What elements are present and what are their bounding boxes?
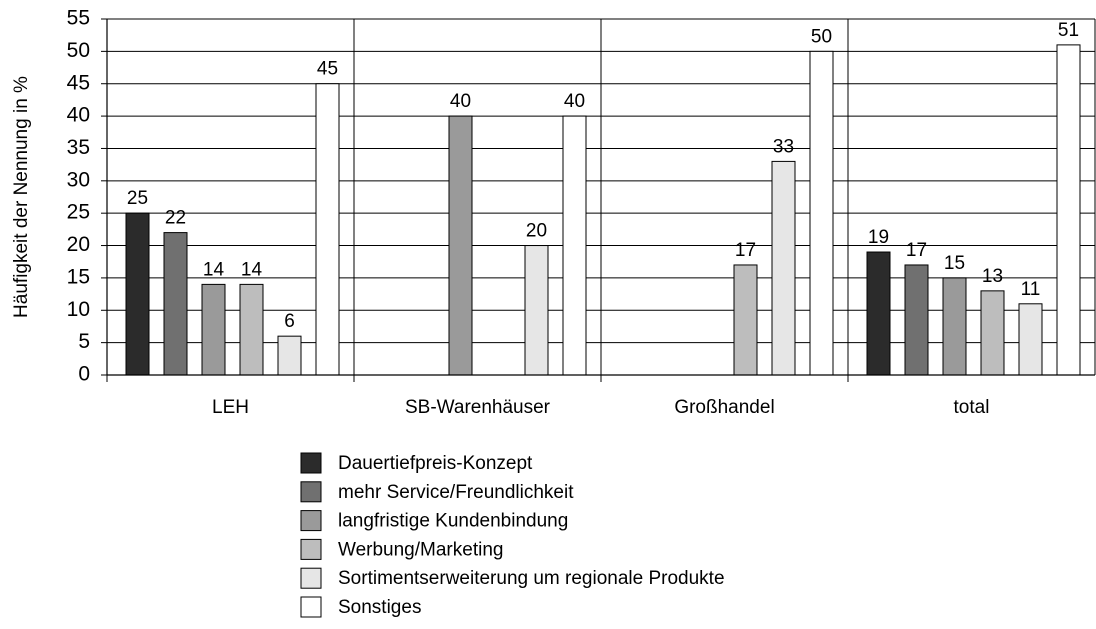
value-label: 15 [944,253,965,274]
value-label: 11 [1021,279,1041,300]
value-label: 50 [811,26,832,47]
x-tick-label: SB-Warenhäuser [405,397,551,418]
bar [1018,303,1043,376]
legend-swatch [300,567,322,589]
value-label: 14 [203,259,225,280]
value-label: 40 [450,91,471,112]
value-label: 14 [241,259,263,280]
value-label: 51 [1058,20,1079,41]
bar [904,264,929,376]
bar [201,283,226,376]
bar [809,50,834,376]
legend-swatch [300,538,322,560]
y-tick-label: 30 [67,168,90,191]
y-tick-label: 10 [67,298,90,321]
y-tick-label: 20 [67,233,90,256]
bar [1056,44,1081,376]
value-label: 25 [127,188,148,209]
value-label: 40 [564,91,585,112]
value-label: 17 [906,240,927,261]
bar [733,264,758,376]
bar [315,83,340,376]
bar [524,245,549,376]
bar [980,290,1005,376]
legend-label: langfristige Kundenbindung [338,511,568,532]
bar [239,283,264,376]
bar [163,232,188,376]
legend-swatch [300,452,322,474]
x-tick-label: total [954,397,990,418]
bar [771,160,796,376]
bar [562,115,587,376]
value-label: 45 [317,59,338,80]
value-label: 6 [284,311,295,332]
value-label: 33 [773,136,794,157]
legend-swatch [300,510,322,532]
value-label: 20 [526,221,547,242]
bar [448,115,473,376]
legend-swatch [300,596,322,618]
bar [866,251,891,376]
bar [942,277,967,376]
value-label: 17 [735,240,756,261]
y-tick-label: 45 [67,71,90,94]
y-tick-label: 0 [78,363,90,386]
legend-label: Werbung/Marketing [338,539,503,560]
bar [277,335,302,376]
legend-label: Sortimentserweiterung um regionale Produ… [338,568,725,589]
legend-label: mehr Service/Freundlichkeit [338,482,574,503]
y-axis-title: Häufigkeit der Nennung in % [11,76,32,318]
x-tick-label: LEH [212,397,249,418]
y-tick-label: 55 [67,7,90,30]
y-tick-label: 35 [67,136,90,159]
legend-swatch [300,481,322,503]
bar [125,212,150,376]
y-tick-label: 15 [67,265,90,288]
value-label: 19 [868,227,889,248]
y-tick-label: 25 [67,201,90,224]
x-tick-label: Großhandel [674,397,774,418]
y-tick-label: 50 [67,39,90,62]
value-label: 22 [165,208,186,229]
y-tick-label: 40 [67,104,90,127]
y-tick-label: 5 [78,330,90,353]
legend-label: Sonstiges [338,597,421,618]
value-label: 13 [982,266,1003,287]
legend-label: Dauertiefpreis-Konzept [338,453,533,474]
